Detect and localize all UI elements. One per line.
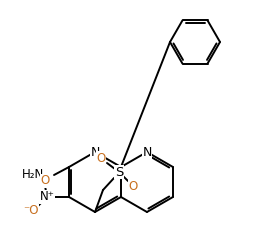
Text: N⁺: N⁺ [40, 190, 54, 204]
Text: N: N [90, 146, 100, 158]
Text: O: O [40, 175, 50, 187]
Text: O: O [96, 151, 106, 165]
Text: O: O [128, 179, 138, 193]
Text: H₂N: H₂N [22, 168, 44, 182]
Text: ⁻O: ⁻O [23, 205, 39, 217]
Text: S: S [115, 165, 123, 179]
Text: N: N [142, 146, 152, 158]
